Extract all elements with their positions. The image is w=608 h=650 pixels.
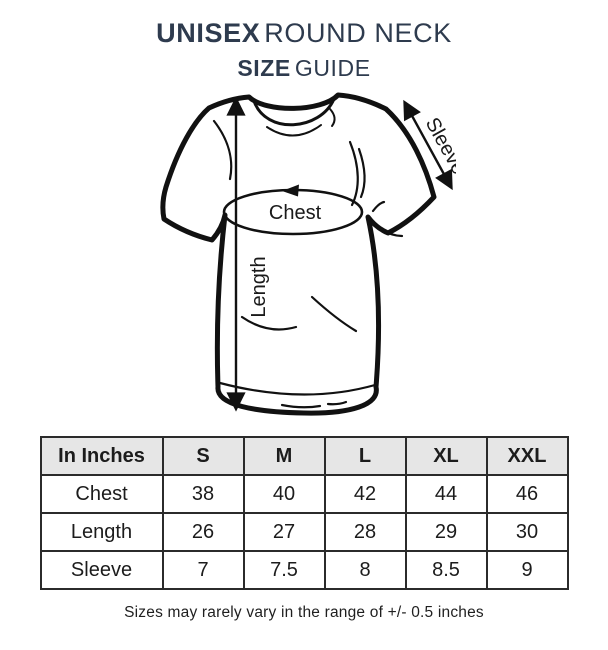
table-header-row: In Inches S M L XL XXL [39, 436, 569, 476]
length-xl: 29 [404, 512, 488, 552]
size-chart-table: In Inches S M L XL XXL Chest 38 40 42 44… [39, 436, 569, 590]
sleeve-arrow [403, 99, 453, 191]
sleeve-s: 7 [161, 550, 245, 590]
tshirt-outline [160, 92, 437, 416]
page-title: UNISEX ROUND NECK [156, 18, 452, 48]
table-row-length: Length 26 27 28 29 30 [39, 512, 569, 552]
chest-arrowhead [282, 184, 299, 197]
page-title-regular: ROUND NECK [264, 18, 452, 48]
page-subtitle: SIZE GUIDE [237, 55, 370, 81]
chest-l: 42 [323, 474, 407, 514]
header-unit: In Inches [39, 436, 164, 476]
tshirt-illustration: Length Chest Sleeve [160, 92, 470, 416]
length-m: 27 [242, 512, 326, 552]
sleeve-xl: 8.5 [404, 550, 488, 590]
length-s: 26 [161, 512, 245, 552]
length-xxl: 30 [485, 512, 569, 552]
row-label-sleeve: Sleeve [39, 550, 164, 590]
header-size-l: L [323, 436, 407, 476]
page-title-bold: UNISEX [156, 18, 261, 48]
chest-label: Chest [269, 202, 322, 224]
length-label: Length [248, 256, 270, 317]
chest-xl: 44 [404, 474, 488, 514]
variance-footnote: Sizes may rarely vary in the range of +/… [124, 604, 484, 621]
table-row-sleeve: Sleeve 7 7.5 8 8.5 9 [39, 550, 569, 590]
chest-m: 40 [242, 474, 326, 514]
chest-s: 38 [161, 474, 245, 514]
collar-inner-arc [252, 97, 336, 127]
header-size-s: S [161, 436, 245, 476]
collar-right-fold [329, 108, 336, 127]
sleeve-xxl: 9 [485, 550, 569, 590]
row-label-chest: Chest [39, 474, 164, 514]
tshirt-diagram: Length Chest Sleeve [152, 87, 470, 423]
row-label-length: Length [39, 512, 164, 552]
header-size-xl: XL [404, 436, 488, 476]
table-row-chest: Chest 38 40 42 44 46 [39, 474, 569, 514]
sleeve-m: 7.5 [242, 550, 326, 590]
collar-detail-arc [266, 124, 322, 137]
header-size-m: M [242, 436, 326, 476]
sleeve-l: 8 [323, 550, 407, 590]
page-subtitle-bold: SIZE [237, 55, 291, 81]
chest-xxl: 46 [485, 474, 569, 514]
length-l: 28 [323, 512, 407, 552]
header-size-xxl: XXL [485, 436, 569, 476]
page-subtitle-regular: GUIDE [294, 55, 371, 81]
